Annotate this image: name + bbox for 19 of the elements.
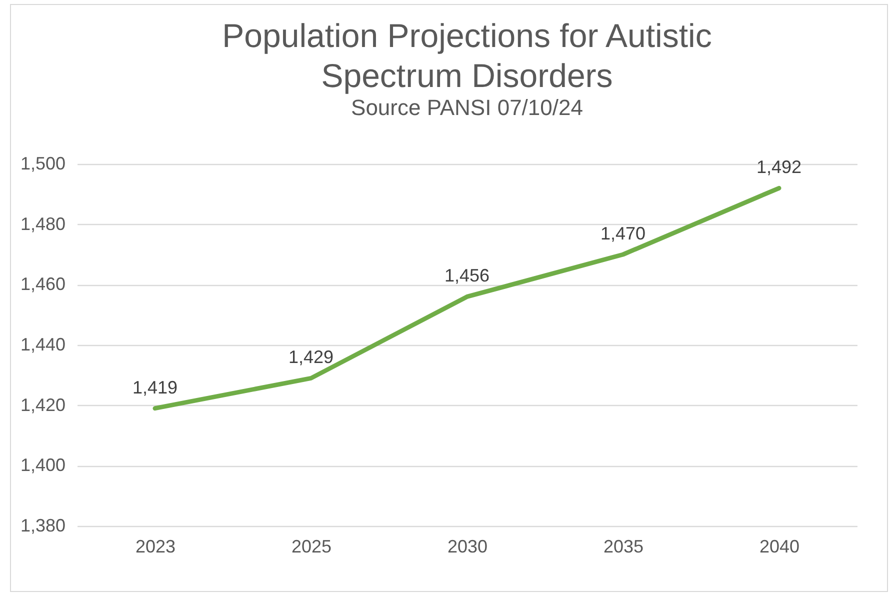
chart-title: Population Projections for Autistic Spectrum Disorders <box>222 17 712 94</box>
data-label: 1,470 <box>600 224 646 244</box>
data-label: 1,492 <box>756 157 802 178</box>
x-tick-label: 2040 <box>759 536 800 556</box>
y-tick-label: 1,460 <box>20 274 66 294</box>
x-tick-label: 2023 <box>135 536 176 556</box>
y-tick-label: 1,400 <box>20 455 66 476</box>
y-tick-label: 1,420 <box>20 394 66 415</box>
y-tick-label: 1,380 <box>20 516 66 536</box>
data-label: 1,419 <box>132 377 178 398</box>
y-tick-label: 1,480 <box>20 214 66 234</box>
data-label: 1,429 <box>288 347 334 368</box>
x-tick-label: 2030 <box>447 536 488 556</box>
y-tick-label: 1,500 <box>20 154 66 174</box>
x-tick-label: 2035 <box>603 536 644 556</box>
x-tick-label: 2025 <box>291 536 332 556</box>
data-label: 1,456 <box>444 266 490 286</box>
y-tick-label: 1,440 <box>20 334 66 354</box>
chart-subtitle: Source PANSI 07/10/24 <box>351 95 583 120</box>
